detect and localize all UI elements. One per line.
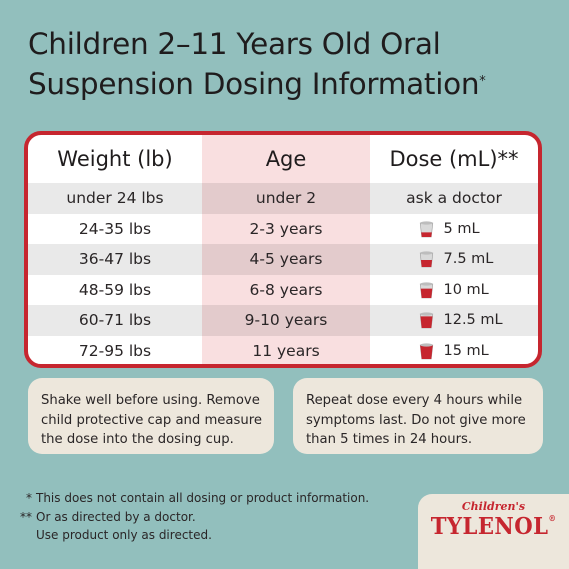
dosing-cup-icon xyxy=(419,282,433,299)
table-row: 72-95 lbs 11 years 15 mL xyxy=(28,336,538,365)
title-footnote-mark: * xyxy=(479,74,486,89)
dosing-grid: Weight (lb) Age Dose (mL)** under 24 lbs… xyxy=(28,135,538,365)
age-cell: under 2 xyxy=(255,189,317,208)
table-header-row: Weight (lb) Age Dose (mL)** xyxy=(28,135,538,183)
age-cell: 9-10 years xyxy=(244,311,328,330)
footnote-text: Or as directed by a doctor. xyxy=(36,509,196,524)
dose-cell: 15 mL xyxy=(370,342,538,360)
footnote-text: Use product only as directed. xyxy=(36,528,212,542)
brand-name: TYLENOL xyxy=(430,513,549,540)
dose-cell: 12.5 mL xyxy=(370,311,538,329)
dose-cell: 7.5 mL xyxy=(370,250,538,268)
header-age: Age xyxy=(265,147,307,171)
age-cell: 2-3 years xyxy=(249,219,323,238)
title-line-2: Suspension Dosing Information xyxy=(28,67,480,101)
dosing-table: Weight (lb) Age Dose (mL)** under 24 lbs… xyxy=(24,131,542,368)
brand-small-text: Children's xyxy=(461,500,526,513)
shake-instructions-note: Shake well before using. Remove child pr… xyxy=(28,378,274,454)
footnote-mark: * xyxy=(26,491,32,505)
dose-value: 7.5 mL xyxy=(443,251,494,268)
dosing-cup-icon xyxy=(419,221,433,238)
table-row: 36-47 lbs 4-5 years 7.5 mL xyxy=(28,244,538,275)
weight-cell: 60-71 lbs xyxy=(78,311,152,330)
table-row: under 24 lbs under 2 ask a doctor xyxy=(28,183,538,214)
footnotes: * This does not contain all dosing or pr… xyxy=(16,489,396,545)
header-dose: Dose (mL)** xyxy=(389,147,519,171)
dose-cell: ask a doctor xyxy=(406,189,502,208)
age-cell: 6-8 years xyxy=(249,280,323,299)
footnote-mark: ** xyxy=(20,509,32,524)
table-row: 60-71 lbs 9-10 years 12.5 mL xyxy=(28,305,538,336)
table-row: 24-35 lbs 2-3 years 5 mL xyxy=(28,214,538,245)
dose-value: 15 mL xyxy=(443,342,489,359)
age-cell: 4-5 years xyxy=(249,250,323,269)
title-line-2-wrap: Suspension Dosing Information* xyxy=(28,64,548,104)
footnote-2: ** Or as directed by a doctor. xyxy=(16,508,396,527)
footnote-text: This does not contain all dosing or prod… xyxy=(36,491,370,505)
weight-cell: 72-95 lbs xyxy=(78,341,152,360)
page-title: Children 2–11 Years Old Oral Suspension … xyxy=(28,24,548,104)
dose-cell: 10 mL xyxy=(370,281,538,299)
weight-cell: 36-47 lbs xyxy=(78,250,152,269)
dose-value: 12.5 mL xyxy=(443,312,503,329)
table-row: 48-59 lbs 6-8 years 10 mL xyxy=(28,275,538,306)
header-weight: Weight (lb) xyxy=(57,147,173,171)
weight-cell: 24-35 lbs xyxy=(78,219,152,238)
weight-cell: under 24 lbs xyxy=(66,189,164,208)
brand-logo: Children's TYLENOL® xyxy=(418,494,569,569)
dosing-cup-icon xyxy=(419,343,433,360)
dose-value: 10 mL xyxy=(443,281,489,298)
age-column-shade xyxy=(202,135,370,364)
dosing-cup-icon xyxy=(419,312,433,329)
weight-cell: 48-59 lbs xyxy=(78,280,152,299)
dose-value: 5 mL xyxy=(443,220,480,237)
title-line-1: Children 2–11 Years Old Oral xyxy=(28,27,441,61)
brand-wordmark: TYLENOL® xyxy=(424,513,563,540)
footnote-1: * This does not contain all dosing or pr… xyxy=(16,489,396,508)
footnote-2-continued: Use product only as directed. xyxy=(16,526,396,545)
repeat-dose-note: Repeat dose every 4 hours while symptoms… xyxy=(293,378,543,454)
dosing-cup-icon xyxy=(419,251,433,268)
dose-cell: 5 mL xyxy=(370,220,538,238)
age-cell: 11 years xyxy=(252,341,320,360)
brand-trademark: ® xyxy=(548,513,557,523)
